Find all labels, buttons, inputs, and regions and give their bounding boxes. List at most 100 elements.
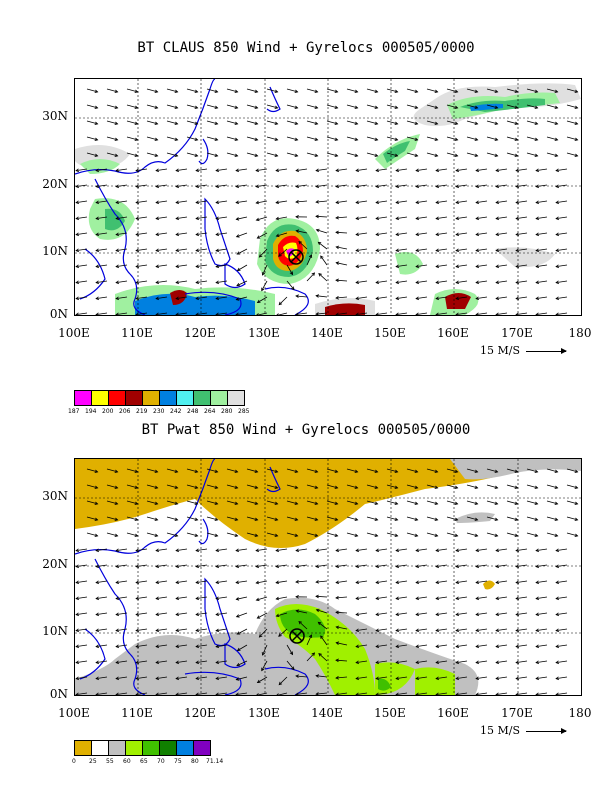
wind-arrowhead: [314, 89, 319, 93]
wind-arrow: [556, 660, 568, 663]
wind-arrow: [486, 120, 498, 125]
wind-arrowhead: [75, 312, 79, 315]
wind-arrow: [396, 312, 408, 315]
wind-arrowhead: [555, 660, 560, 665]
wind-arrowhead: [555, 248, 560, 253]
wind-arrowhead: [135, 548, 140, 553]
wind-arrow: [276, 612, 288, 617]
wind-arrow: [466, 152, 478, 157]
wind-arrowhead: [475, 580, 480, 585]
wind-arrowhead: [291, 286, 295, 291]
wind-arrowhead: [435, 612, 440, 617]
wind-arrow: [516, 676, 528, 679]
wind-arrowhead: [454, 89, 459, 93]
wind-arrowhead: [395, 628, 400, 633]
wind-arrow: [416, 264, 428, 267]
wind-arrowhead: [174, 485, 179, 489]
panel2-lon-120e: 120E: [184, 706, 216, 720]
wind-arrow: [496, 644, 508, 647]
wind-arrow: [236, 612, 248, 618]
wind-arrowhead: [495, 612, 500, 617]
wind-arrow: [166, 468, 178, 473]
wind-arrowhead: [494, 89, 499, 93]
panel2-lon-180: 180: [568, 706, 592, 720]
wind-arrow: [536, 200, 548, 203]
wind-arrowhead: [335, 168, 340, 173]
wind-arrow: [276, 232, 288, 237]
wind-arrow: [236, 312, 248, 315]
wind-arrow: [496, 184, 508, 187]
wind-arrowhead: [354, 89, 359, 93]
wind-arrow: [536, 280, 548, 283]
wind-arrowhead: [535, 312, 539, 315]
wind-arrow: [286, 120, 298, 125]
wind-arrow: [136, 232, 148, 235]
wind-arrowhead: [354, 501, 359, 505]
wind-arrowhead: [256, 679, 261, 684]
wind-arrowhead: [355, 296, 360, 301]
wind-arrow: [156, 200, 168, 203]
wind-arrow: [456, 232, 468, 235]
wind-arrowhead: [155, 312, 159, 315]
wind-arrowhead: [435, 184, 440, 189]
wind-arrowhead: [535, 232, 540, 237]
wind-arrowhead: [255, 548, 260, 553]
wind-arrow: [446, 120, 458, 125]
wind-arrow: [166, 104, 178, 109]
wind-arrowhead: [215, 596, 220, 601]
wind-arrow: [546, 516, 558, 521]
wind-arrowhead: [435, 644, 440, 649]
wind-arrowhead: [555, 184, 560, 189]
wind-arrowhead: [95, 676, 100, 681]
wind-arrowhead: [135, 660, 140, 665]
wind-arrowhead: [115, 596, 120, 601]
wind-arrow: [426, 104, 438, 109]
wind-arrowhead: [455, 200, 460, 205]
wind-arrow: [196, 644, 208, 647]
wind-arrow: [436, 296, 448, 299]
wind-arrowhead: [555, 580, 560, 585]
wind-arrow: [336, 168, 348, 171]
wind-arrow: [556, 232, 568, 235]
wind-arrow: [416, 660, 428, 663]
wind-arrow: [196, 628, 208, 631]
wind-arrow: [126, 500, 138, 505]
wind-arrowhead: [155, 232, 160, 237]
wind-arrow: [356, 564, 368, 567]
wind-arrowhead: [414, 137, 419, 141]
wind-arrowhead: [295, 215, 299, 219]
wind-arrow: [196, 296, 208, 299]
wind-arrowhead: [374, 153, 379, 157]
wind-arrow: [237, 644, 248, 651]
wind-arrowhead: [374, 89, 379, 93]
wind-arrow: [237, 264, 248, 271]
wind-arrow: [436, 184, 448, 187]
wind-arrowhead: [355, 612, 360, 617]
panel1-lon-120e: 120E: [184, 326, 216, 340]
wind-arrow: [376, 580, 388, 583]
wind-arrow: [106, 120, 118, 125]
wind-arrow: [320, 635, 328, 646]
wind-arrow: [116, 612, 128, 615]
wind-arrowhead: [554, 485, 559, 489]
wind-arrowhead: [474, 469, 479, 473]
wind-arrow: [456, 280, 468, 283]
wind-arrowhead: [555, 644, 560, 649]
wind-arrowhead: [135, 264, 140, 269]
wind-arrow: [436, 596, 448, 599]
wind-arrow: [186, 500, 198, 505]
wind-arrowhead: [114, 501, 119, 505]
colorbar-swatch-1: [91, 740, 109, 756]
wind-arrowhead: [235, 548, 240, 553]
wind-arrowhead: [454, 137, 459, 141]
wind-arrow: [356, 200, 368, 203]
wind-arrow: [126, 120, 138, 125]
wind-arrowhead: [255, 217, 260, 222]
wind-arrowhead: [235, 184, 240, 189]
wind-arrow: [266, 88, 278, 93]
wind-arrowhead: [155, 660, 160, 665]
wind-arrowhead: [236, 267, 241, 272]
wind-arrow: [266, 104, 278, 109]
wind-arrowhead: [95, 184, 100, 189]
wind-arrowhead: [314, 469, 319, 473]
